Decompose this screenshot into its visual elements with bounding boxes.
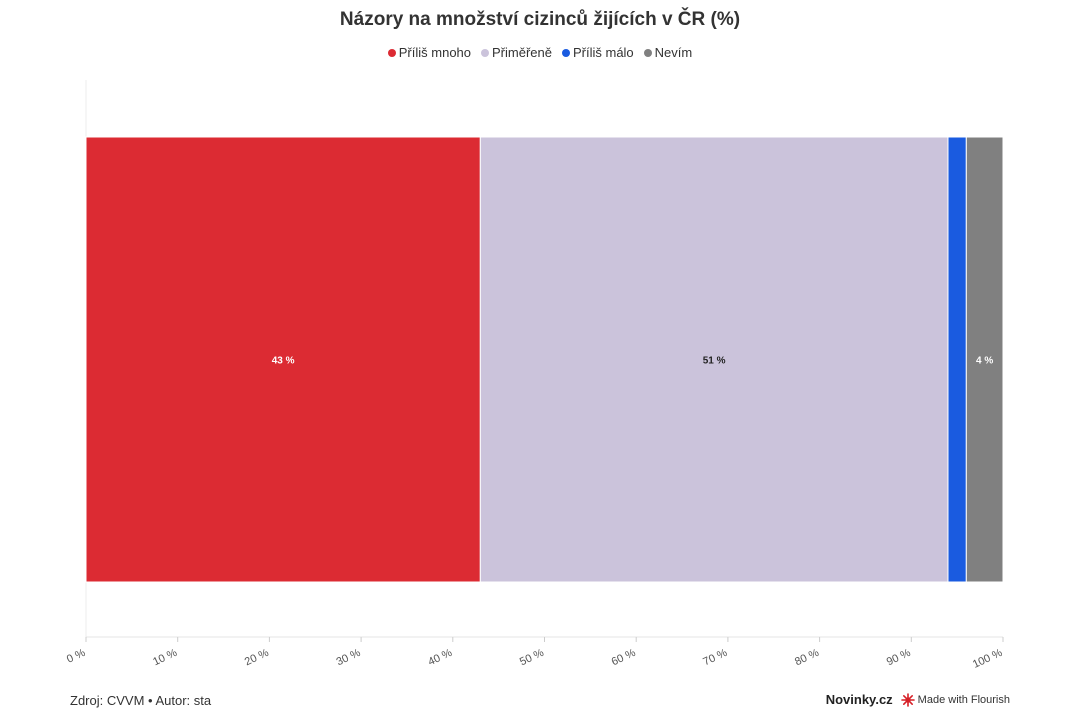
flourish-icon: [900, 692, 915, 707]
legend-label: Příliš mnoho: [398, 45, 472, 60]
legend-swatch: [481, 48, 490, 57]
legend-swatch: [387, 48, 396, 57]
legend-label: Přiměřeně: [492, 45, 552, 60]
footer-branding: Novinky.cz Made with Flourish: [826, 692, 1010, 707]
legend-item-2[interactable]: Přiměřeně: [481, 45, 552, 60]
legend-item-3[interactable]: Příliš málo: [561, 45, 634, 60]
x-tick-label: 20 %: [243, 647, 271, 669]
data-label-2: 51 %: [703, 356, 726, 367]
legend-item-4[interactable]: Nevím: [643, 45, 693, 60]
legend-swatch: [561, 48, 570, 57]
x-tick-label: 80 %: [793, 647, 821, 669]
legend-swatch: [643, 48, 652, 57]
x-tick-label: 90 %: [885, 647, 913, 669]
x-tick-label: 70 %: [701, 647, 729, 669]
bar-segment-3: [947, 136, 967, 583]
bar-segment-2: [479, 136, 949, 583]
legend-item-1[interactable]: Příliš mnoho: [387, 45, 472, 60]
legend-label: Příliš málo: [572, 45, 634, 60]
data-label-4: 4 %: [976, 356, 993, 367]
source-note: Zdroj: CVVM • Autor: sta: [70, 693, 212, 708]
x-tick-label: 40 %: [426, 647, 454, 669]
x-tick-label: 10 %: [151, 647, 179, 669]
x-tick-label: 30 %: [335, 647, 363, 669]
made-with-flourish-link[interactable]: Made with Flourish: [900, 692, 1010, 707]
x-tick-label: 60 %: [610, 647, 638, 669]
data-label-1: 43 %: [272, 356, 295, 367]
made-with-flourish-label: Made with Flourish: [917, 693, 1010, 706]
x-tick-label: 0 %: [65, 647, 87, 666]
chart-legend: Příliš mnoho Přiměřeně Příliš málo Nevím: [0, 45, 1080, 60]
x-tick-label: 50 %: [518, 647, 546, 669]
brand-logo[interactable]: Novinky.cz: [825, 692, 893, 707]
bar-segment-1: [85, 136, 481, 583]
bar-segment-4: [965, 136, 1004, 583]
legend-label: Nevím: [654, 45, 693, 60]
chart-title: Názory na množství cizinců žijících v ČR…: [339, 9, 741, 30]
x-tick-label: 100 %: [971, 647, 1005, 671]
